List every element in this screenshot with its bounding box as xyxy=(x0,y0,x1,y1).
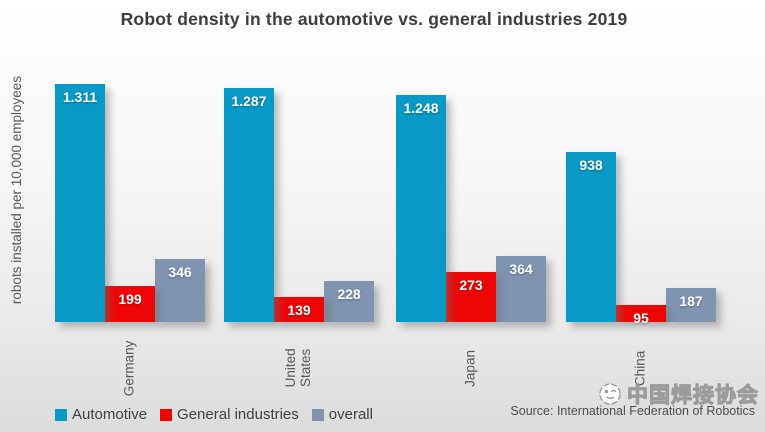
legend-label: Automotive xyxy=(72,406,148,423)
bar-value-label: 187 xyxy=(679,293,703,309)
bar-automotive-united-states: 1.287 xyxy=(224,88,274,322)
bar-overall-united-states: 228 xyxy=(324,281,374,322)
bar-general-industries-germany: 199 xyxy=(105,286,155,322)
bar-value-label: 228 xyxy=(337,286,361,302)
bar-value-label: 346 xyxy=(168,264,192,280)
x-axis-label-united-states: United States xyxy=(257,326,341,410)
x-axis-label-japan: Japan xyxy=(429,326,513,410)
bar-value-label: 273 xyxy=(459,277,483,293)
legend-swatch-icon xyxy=(160,408,173,421)
legend-item-overall: overall xyxy=(311,406,373,423)
chart-title: Robot density in the automotive vs. gene… xyxy=(120,9,628,29)
x-axis-label-text: Japan xyxy=(462,349,478,387)
legend-label: General industries xyxy=(177,406,299,423)
bar-value-label: 364 xyxy=(509,261,533,277)
watermark: 中国焊接协会 xyxy=(597,379,759,409)
panda-face-icon xyxy=(597,381,623,407)
legend-item-general-industries: General industries xyxy=(160,406,299,423)
bar-value-label: 1.287 xyxy=(231,93,267,109)
bar-overall-japan: 364 xyxy=(496,256,546,322)
bar-value-label: 95 xyxy=(633,310,649,326)
x-axis-label-germany: Germany xyxy=(88,326,172,410)
bar-value-label: 199 xyxy=(118,291,142,307)
bar-general-industries-united-states: 139 xyxy=(274,297,324,322)
watermark-text: 中国焊接协会 xyxy=(627,384,759,408)
bar-automotive-germany: 1.311 xyxy=(55,84,105,322)
legend-swatch-icon xyxy=(311,408,324,421)
bar-automotive-china: 938 xyxy=(566,152,616,322)
bar-value-label: 938 xyxy=(579,157,603,173)
bar-overall-germany: 346 xyxy=(155,259,205,322)
bar-general-industries-china: 95 xyxy=(616,305,666,326)
bar-automotive-japan: 1.248 xyxy=(396,95,446,322)
legend: Automotive General industries overall xyxy=(55,406,373,423)
legend-swatch-icon xyxy=(55,408,67,421)
bar-value-label: 1.311 xyxy=(62,89,98,105)
bar-general-industries-japan: 273 xyxy=(446,272,496,322)
bar-overall-china: 187 xyxy=(666,288,716,322)
bar-value-label: 1.248 xyxy=(403,100,439,116)
x-axis-label-text: Germany xyxy=(121,340,137,396)
x-axis-label-text: United States xyxy=(283,348,313,388)
legend-item-automotive: Automotive xyxy=(55,406,147,423)
source-note: Source: International Federation of Robo… xyxy=(510,404,755,418)
legend-label: overall xyxy=(328,406,373,423)
bar-value-label: 139 xyxy=(287,302,311,318)
